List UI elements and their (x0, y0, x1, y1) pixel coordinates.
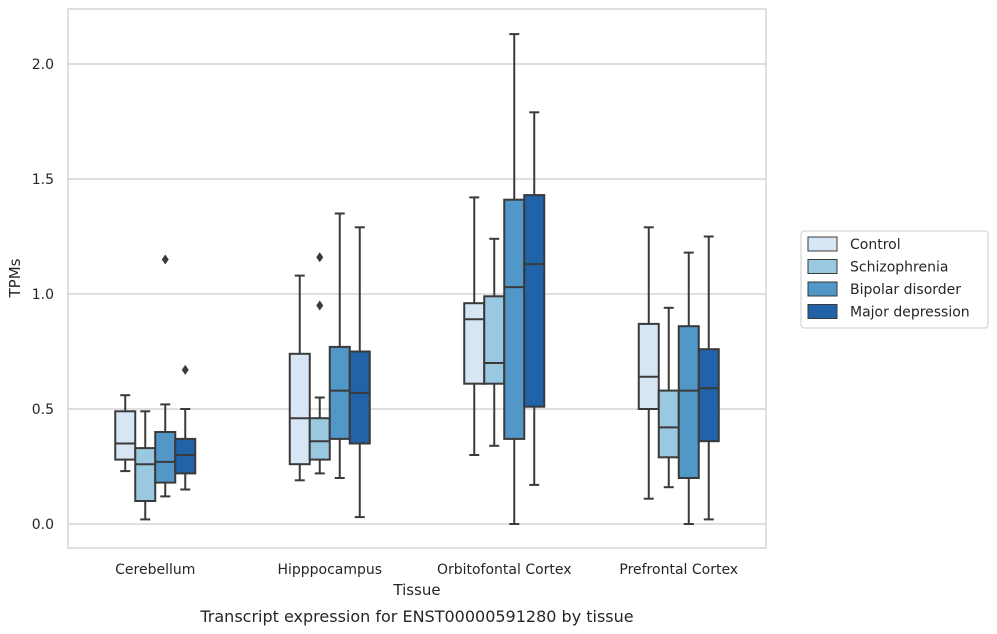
box-control (114, 394, 137, 473)
legend-swatch (807, 236, 838, 252)
outlier-point (161, 254, 169, 265)
legend-swatch (807, 304, 838, 319)
box-iqr (503, 198, 526, 440)
box-iqr (483, 295, 506, 385)
y-tick-label: 0.0 (32, 517, 54, 533)
legend-label: Schizophrenia (850, 260, 948, 276)
x-axis-title: Tissue (392, 581, 440, 599)
legend-label: Control (850, 237, 901, 253)
legend: Control Schizophrenia Bipolar disorder Majo… (800, 230, 989, 329)
box-iqr (348, 350, 371, 445)
y-tick-label: 0.5 (32, 402, 54, 418)
x-tick-label: Cerebellum (115, 562, 195, 578)
y-tick-label: 2.0 (32, 57, 54, 73)
box-major-depression (523, 111, 546, 486)
chart-caption: Transcript expression for ENST0000059128… (199, 607, 633, 626)
box-schizophrenia (657, 306, 680, 489)
box-control (288, 274, 311, 482)
box-iqr (657, 389, 680, 459)
box-major-depression (697, 235, 720, 521)
plot-frame (67, 8, 767, 549)
outlier-point (316, 252, 324, 263)
legend-frame (800, 230, 989, 329)
box-iqr (637, 322, 660, 410)
legend-swatch (807, 259, 838, 274)
x-tick-label: Hipppocampus (277, 562, 382, 578)
outlier-point (181, 364, 189, 375)
box-iqr (523, 194, 546, 408)
legend-label: Major depression (850, 305, 970, 321)
y-tick-label: 1.5 (32, 172, 54, 188)
box-iqr (154, 431, 177, 484)
box-major-depression (174, 364, 197, 491)
legend-swatch (807, 281, 838, 297)
box-iqr (114, 410, 137, 461)
box-control (637, 226, 660, 500)
legend-label: Bipolar disorder (850, 282, 961, 298)
box-bipolar-disorder (677, 251, 700, 525)
x-tick-label: Orbitofontal Cortex (437, 562, 572, 578)
box-iqr (308, 417, 331, 461)
outlier-point (316, 300, 324, 311)
y-ticks: 0.0 0.5 1.0 1.5 2.0 (32, 57, 54, 533)
box-iqr (463, 302, 486, 385)
x-tick-label: Prefrontal Cortex (619, 562, 738, 578)
y-axis-title: TPMs (6, 258, 24, 298)
box-iqr (134, 447, 157, 503)
box-schizophrenia (134, 410, 157, 521)
box-iqr (174, 437, 197, 475)
box-iqr (288, 352, 311, 466)
box-major-depression (348, 226, 371, 519)
box-iqr (697, 348, 720, 443)
x-ticks: Cerebellum Hipppocampus Orbitofontal Corte… (115, 562, 738, 578)
y-tick-label: 1.0 (32, 287, 54, 303)
box-iqr (328, 345, 351, 440)
boxes (114, 33, 720, 525)
box-iqr (677, 325, 700, 480)
